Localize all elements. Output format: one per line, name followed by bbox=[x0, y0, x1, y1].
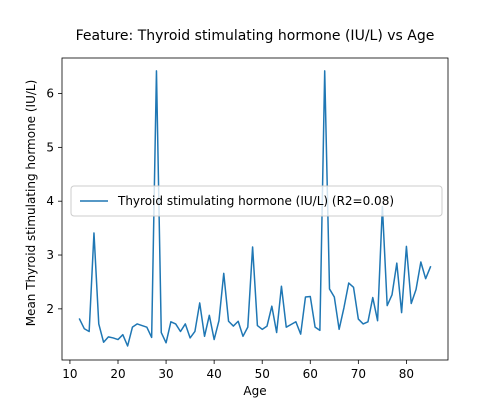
x-tick-label: 20 bbox=[110, 367, 125, 381]
y-tick-label: 4 bbox=[46, 194, 54, 208]
y-tick-label: 5 bbox=[46, 140, 54, 154]
y-axis-ticks: 2 3 4 5 6 bbox=[46, 87, 62, 316]
legend-box bbox=[70, 185, 443, 217]
series-layer bbox=[78, 70, 432, 347]
chart-title: Feature: Thyroid stimulating hormone (IU… bbox=[76, 28, 435, 44]
x-tick-label: 60 bbox=[303, 367, 318, 381]
x-tick-label: 70 bbox=[351, 367, 366, 381]
y-tick-label: 3 bbox=[46, 248, 54, 262]
x-axis-label: Age bbox=[243, 384, 266, 398]
y-tick-label: 2 bbox=[46, 302, 54, 316]
x-tick-label: 10 bbox=[62, 367, 77, 381]
x-tick-label: 80 bbox=[399, 367, 414, 381]
y-axis-label: Mean Thyroid stimulating hormone (IU/L) bbox=[24, 80, 38, 327]
legend-entry: Thyroid stimulating hormone (IU/L) (R2=0… bbox=[117, 194, 394, 208]
legend: Thyroid stimulating hormone (IU/L) (R2=0… bbox=[70, 185, 443, 217]
y-tick-label: 6 bbox=[46, 87, 54, 101]
x-tick-label: 50 bbox=[255, 367, 270, 381]
series-line bbox=[78, 70, 432, 347]
x-axis-ticks: 10 20 30 40 50 60 70 80 bbox=[62, 360, 414, 381]
x-tick-label: 40 bbox=[207, 367, 222, 381]
x-tick-label: 30 bbox=[158, 367, 173, 381]
